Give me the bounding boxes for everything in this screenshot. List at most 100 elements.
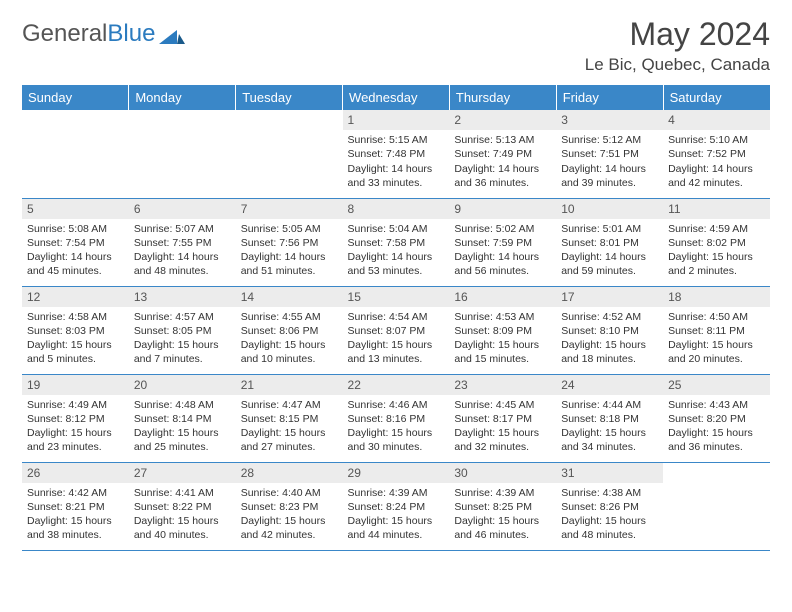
sunset-line: Sunset: 7:58 PM — [348, 236, 445, 250]
calendar-cell: 11Sunrise: 4:59 AMSunset: 8:02 PMDayligh… — [663, 198, 770, 286]
day-number: 30 — [449, 463, 556, 483]
month-title: May 2024 — [585, 16, 770, 53]
calendar-cell: 4Sunrise: 5:10 AMSunset: 7:52 PMDaylight… — [663, 110, 770, 198]
sunrise-line: Sunrise: 5:04 AM — [348, 222, 445, 236]
sunset-line: Sunset: 8:10 PM — [561, 324, 658, 338]
calendar-cell: 17Sunrise: 4:52 AMSunset: 8:10 PMDayligh… — [556, 286, 663, 374]
day-number: 18 — [663, 287, 770, 307]
calendar-week-row: 26Sunrise: 4:42 AMSunset: 8:21 PMDayligh… — [22, 462, 770, 550]
calendar-table: Sunday Monday Tuesday Wednesday Thursday… — [22, 85, 770, 551]
sunrise-line: Sunrise: 4:44 AM — [561, 398, 658, 412]
sunrise-line: Sunrise: 4:39 AM — [348, 486, 445, 500]
sunrise-line: Sunrise: 4:54 AM — [348, 310, 445, 324]
sunrise-line: Sunrise: 4:59 AM — [668, 222, 765, 236]
sunrise-line: Sunrise: 4:53 AM — [454, 310, 551, 324]
day-number: 16 — [449, 287, 556, 307]
calendar-cell: 25Sunrise: 4:43 AMSunset: 8:20 PMDayligh… — [663, 374, 770, 462]
calendar-cell: 27Sunrise: 4:41 AMSunset: 8:22 PMDayligh… — [129, 462, 236, 550]
sunrise-line: Sunrise: 4:58 AM — [27, 310, 124, 324]
sunrise-line: Sunrise: 4:43 AM — [668, 398, 765, 412]
calendar-cell: 9Sunrise: 5:02 AMSunset: 7:59 PMDaylight… — [449, 198, 556, 286]
daylight-line: Daylight: 15 hours and 27 minutes. — [241, 426, 338, 454]
day-number: 21 — [236, 375, 343, 395]
sunrise-line: Sunrise: 4:55 AM — [241, 310, 338, 324]
sunset-line: Sunset: 8:18 PM — [561, 412, 658, 426]
day-number: 25 — [663, 375, 770, 395]
sunset-line: Sunset: 8:14 PM — [134, 412, 231, 426]
daylight-line: Daylight: 15 hours and 34 minutes. — [561, 426, 658, 454]
daylight-line: Daylight: 14 hours and 39 minutes. — [561, 162, 658, 190]
daylight-line: Daylight: 14 hours and 42 minutes. — [668, 162, 765, 190]
sunset-line: Sunset: 8:23 PM — [241, 500, 338, 514]
calendar-cell: 28Sunrise: 4:40 AMSunset: 8:23 PMDayligh… — [236, 462, 343, 550]
sunrise-line: Sunrise: 4:41 AM — [134, 486, 231, 500]
sunset-line: Sunset: 8:09 PM — [454, 324, 551, 338]
sunset-line: Sunset: 7:56 PM — [241, 236, 338, 250]
day-number: 9 — [449, 199, 556, 219]
sunrise-line: Sunrise: 4:50 AM — [668, 310, 765, 324]
daylight-line: Daylight: 15 hours and 40 minutes. — [134, 514, 231, 542]
day-number: 8 — [343, 199, 450, 219]
day-number: 2 — [449, 110, 556, 130]
weekday-header: Saturday — [663, 85, 770, 110]
sunrise-line: Sunrise: 5:10 AM — [668, 133, 765, 147]
sunrise-line: Sunrise: 4:48 AM — [134, 398, 231, 412]
logo-icon — [159, 24, 185, 44]
weekday-header: Tuesday — [236, 85, 343, 110]
daylight-line: Daylight: 14 hours and 48 minutes. — [134, 250, 231, 278]
day-number: 20 — [129, 375, 236, 395]
day-number: 7 — [236, 199, 343, 219]
sunset-line: Sunset: 7:51 PM — [561, 147, 658, 161]
sunset-line: Sunset: 8:16 PM — [348, 412, 445, 426]
sunset-line: Sunset: 7:48 PM — [348, 147, 445, 161]
calendar-week-row: 19Sunrise: 4:49 AMSunset: 8:12 PMDayligh… — [22, 374, 770, 462]
sunrise-line: Sunrise: 4:49 AM — [27, 398, 124, 412]
daylight-line: Daylight: 15 hours and 36 minutes. — [668, 426, 765, 454]
daylight-line: Daylight: 14 hours and 45 minutes. — [27, 250, 124, 278]
daylight-line: Daylight: 15 hours and 44 minutes. — [348, 514, 445, 542]
calendar-cell: 3Sunrise: 5:12 AMSunset: 7:51 PMDaylight… — [556, 110, 663, 198]
day-number: 1 — [343, 110, 450, 130]
calendar-cell: 19Sunrise: 4:49 AMSunset: 8:12 PMDayligh… — [22, 374, 129, 462]
calendar-cell — [663, 462, 770, 550]
day-number: 19 — [22, 375, 129, 395]
daylight-line: Daylight: 15 hours and 25 minutes. — [134, 426, 231, 454]
sunset-line: Sunset: 8:05 PM — [134, 324, 231, 338]
weekday-header: Wednesday — [343, 85, 450, 110]
sunset-line: Sunset: 8:15 PM — [241, 412, 338, 426]
calendar-cell: 8Sunrise: 5:04 AMSunset: 7:58 PMDaylight… — [343, 198, 450, 286]
sunrise-line: Sunrise: 5:08 AM — [27, 222, 124, 236]
calendar-cell: 14Sunrise: 4:55 AMSunset: 8:06 PMDayligh… — [236, 286, 343, 374]
sunrise-line: Sunrise: 4:38 AM — [561, 486, 658, 500]
sunrise-line: Sunrise: 4:45 AM — [454, 398, 551, 412]
day-number: 27 — [129, 463, 236, 483]
daylight-line: Daylight: 15 hours and 5 minutes. — [27, 338, 124, 366]
day-number: 28 — [236, 463, 343, 483]
calendar-week-row: 5Sunrise: 5:08 AMSunset: 7:54 PMDaylight… — [22, 198, 770, 286]
sunrise-line: Sunrise: 5:05 AM — [241, 222, 338, 236]
calendar-cell: 7Sunrise: 5:05 AMSunset: 7:56 PMDaylight… — [236, 198, 343, 286]
title-block: May 2024 Le Bic, Quebec, Canada — [585, 16, 770, 75]
daylight-line: Daylight: 15 hours and 18 minutes. — [561, 338, 658, 366]
day-number: 6 — [129, 199, 236, 219]
weekday-header: Friday — [556, 85, 663, 110]
sunrise-line: Sunrise: 5:01 AM — [561, 222, 658, 236]
daylight-line: Daylight: 15 hours and 46 minutes. — [454, 514, 551, 542]
calendar-cell: 18Sunrise: 4:50 AMSunset: 8:11 PMDayligh… — [663, 286, 770, 374]
day-number: 3 — [556, 110, 663, 130]
sunrise-line: Sunrise: 4:57 AM — [134, 310, 231, 324]
daylight-line: Daylight: 14 hours and 56 minutes. — [454, 250, 551, 278]
daylight-line: Daylight: 15 hours and 15 minutes. — [454, 338, 551, 366]
sunset-line: Sunset: 8:24 PM — [348, 500, 445, 514]
calendar-cell: 12Sunrise: 4:58 AMSunset: 8:03 PMDayligh… — [22, 286, 129, 374]
sunrise-line: Sunrise: 4:42 AM — [27, 486, 124, 500]
calendar-cell: 22Sunrise: 4:46 AMSunset: 8:16 PMDayligh… — [343, 374, 450, 462]
daylight-line: Daylight: 15 hours and 32 minutes. — [454, 426, 551, 454]
day-number: 24 — [556, 375, 663, 395]
day-number: 13 — [129, 287, 236, 307]
calendar-cell: 30Sunrise: 4:39 AMSunset: 8:25 PMDayligh… — [449, 462, 556, 550]
calendar-week-row: 1Sunrise: 5:15 AMSunset: 7:48 PMDaylight… — [22, 110, 770, 198]
day-number: 12 — [22, 287, 129, 307]
calendar-cell — [236, 110, 343, 198]
day-number: 26 — [22, 463, 129, 483]
